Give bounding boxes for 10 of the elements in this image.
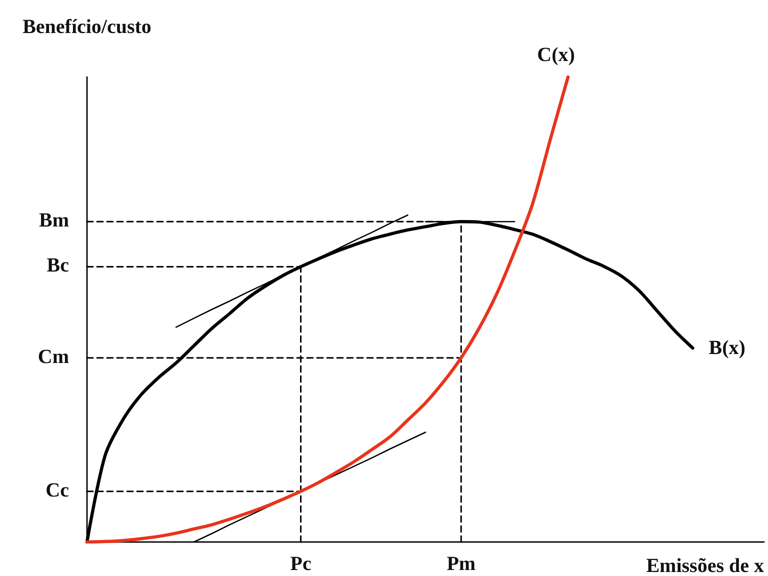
text: Bm: [39, 210, 70, 232]
series-label: B(x): [708, 337, 746, 360]
text: Cc: [46, 479, 70, 502]
x-tick-label: Pc: [290, 553, 312, 575]
text: Cm: [38, 346, 70, 368]
y-axis-title: Benefício/custo: [22, 16, 152, 38]
x-tick-label: Pm: [446, 553, 476, 575]
x-axis-title: Emissões de x: [646, 555, 764, 576]
text: Bc: [46, 254, 70, 277]
series-label: C(x): [537, 44, 575, 66]
